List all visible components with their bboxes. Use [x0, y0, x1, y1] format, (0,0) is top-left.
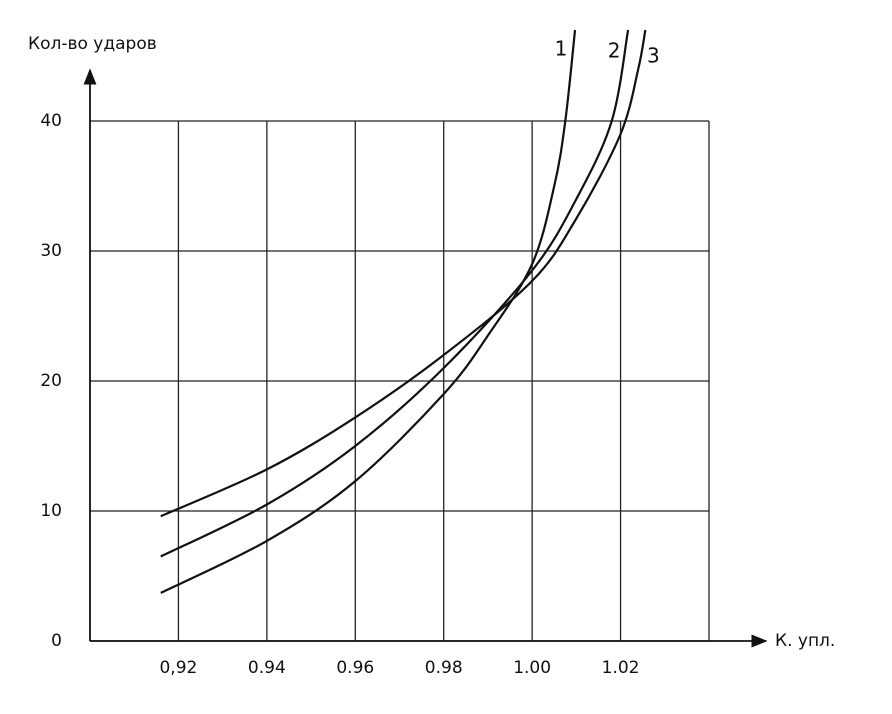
y-tick-label: 30: [40, 241, 62, 261]
x-tick-label: 1.00: [513, 658, 551, 678]
curve-label: 1: [555, 37, 568, 61]
x-tick-label: 1.02: [602, 658, 640, 678]
x-axis-label: К. упл.: [775, 631, 835, 651]
x-tick-label: 0,92: [159, 658, 197, 678]
x-tick-label: 0.94: [248, 658, 286, 678]
x-tick-label: 0.96: [336, 658, 374, 678]
y-tick-label: 40: [40, 111, 62, 131]
y-axis-label: Кол-во ударов: [28, 34, 157, 54]
x-tick-label: 0.98: [425, 658, 463, 678]
curve: [160, 29, 577, 594]
curve-label: 2: [608, 39, 621, 63]
y-tick-label: 10: [40, 501, 62, 521]
y-tick-label: 0: [51, 631, 62, 651]
curve-label: 3: [647, 44, 660, 68]
curve: [160, 29, 630, 558]
y-tick-label: 20: [40, 371, 62, 391]
curve: [160, 29, 647, 518]
